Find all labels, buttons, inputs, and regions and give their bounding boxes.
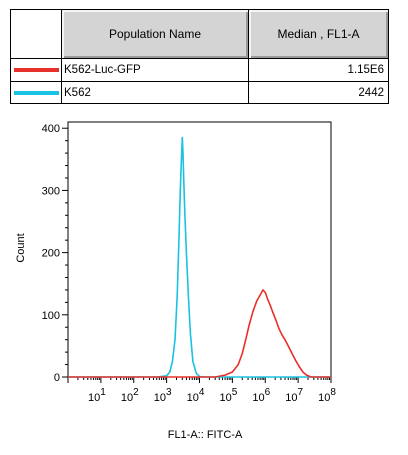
series-point [295, 360, 297, 362]
plot-frame [67, 121, 332, 378]
series-point [278, 327, 280, 330]
x-tick-label: 102 [121, 387, 139, 404]
x-tick-label: 106 [252, 387, 270, 404]
series-point [256, 300, 258, 302]
series-point [264, 291, 266, 294]
legend-table: Population Name Median , FL1-A K562-Luc-… [10, 9, 389, 104]
x-tick-label: 101 [88, 387, 106, 404]
legend-row-median: 2442 [248, 81, 389, 104]
median-header: Median , FL1-A [248, 9, 389, 59]
series-line-k562-luc-gfp [68, 289, 331, 378]
series-point [184, 214, 186, 216]
series-point [269, 304, 271, 306]
series-point [248, 323, 251, 325]
series-point [245, 337, 247, 340]
series-point [171, 360, 174, 363]
x-tick-label: 107 [285, 387, 303, 404]
x-tick-label: 103 [154, 387, 172, 404]
series-line-k562 [68, 136, 331, 378]
y-tick-label: 300 [42, 185, 60, 197]
legend-row-name: K562-Luc-GFP [61, 58, 249, 82]
k562-luc-gfp-swatch [13, 68, 59, 72]
series-point [192, 360, 194, 363]
series-point [281, 334, 283, 336]
series-point [187, 295, 190, 297]
x-axis-label: FL1-A:: FITC-A [168, 429, 243, 441]
series-point [298, 366, 301, 368]
series-point [291, 352, 293, 354]
series-point [284, 339, 286, 341]
series-point [272, 311, 274, 313]
series-point [185, 252, 188, 254]
series-point [302, 371, 304, 373]
series-point [174, 339, 176, 341]
y-tick-label: 400 [42, 123, 60, 135]
k562-swatch [13, 90, 59, 95]
series-point [259, 294, 261, 296]
series-point [252, 311, 254, 313]
series-point [275, 319, 277, 321]
series-point [305, 374, 308, 376]
series-point [181, 136, 183, 139]
series-point [178, 233, 180, 235]
series-point [176, 295, 178, 297]
series-point [169, 371, 171, 373]
legend-swatch-cell [10, 58, 62, 82]
series-point [231, 371, 233, 373]
y-tick-label: 0 [54, 372, 60, 384]
x-tick-label: 105 [219, 387, 237, 404]
series-point [182, 152, 184, 154]
series-point [183, 177, 185, 179]
series-point [287, 345, 289, 347]
legend-row-median: 1.15E6 [248, 58, 389, 82]
histogram-chart: 0 100 200 300 400 101 102 103 104 105 106 107 108 Co… [15, 121, 336, 441]
series-point [180, 161, 182, 164]
series-point [262, 289, 264, 291]
series-point [241, 352, 243, 354]
y-axis-label: Count [15, 233, 27, 262]
population-name-header: Population Name [61, 9, 249, 59]
series-point [166, 375, 168, 377]
series-point [237, 363, 239, 366]
legend-swatch-cell [10, 81, 62, 104]
x-tick-label: 108 [318, 387, 336, 404]
series-point [224, 374, 226, 376]
legend-row-name: K562 [61, 81, 249, 104]
y-tick-label: 200 [42, 248, 60, 260]
series-point [267, 299, 269, 301]
x-tick-label: 104 [187, 387, 205, 404]
y-tick-label: 100 [42, 310, 60, 322]
series-point [195, 372, 197, 374]
series-point [189, 332, 192, 335]
series-point [179, 189, 181, 192]
legend-corner-cell [10, 9, 62, 59]
